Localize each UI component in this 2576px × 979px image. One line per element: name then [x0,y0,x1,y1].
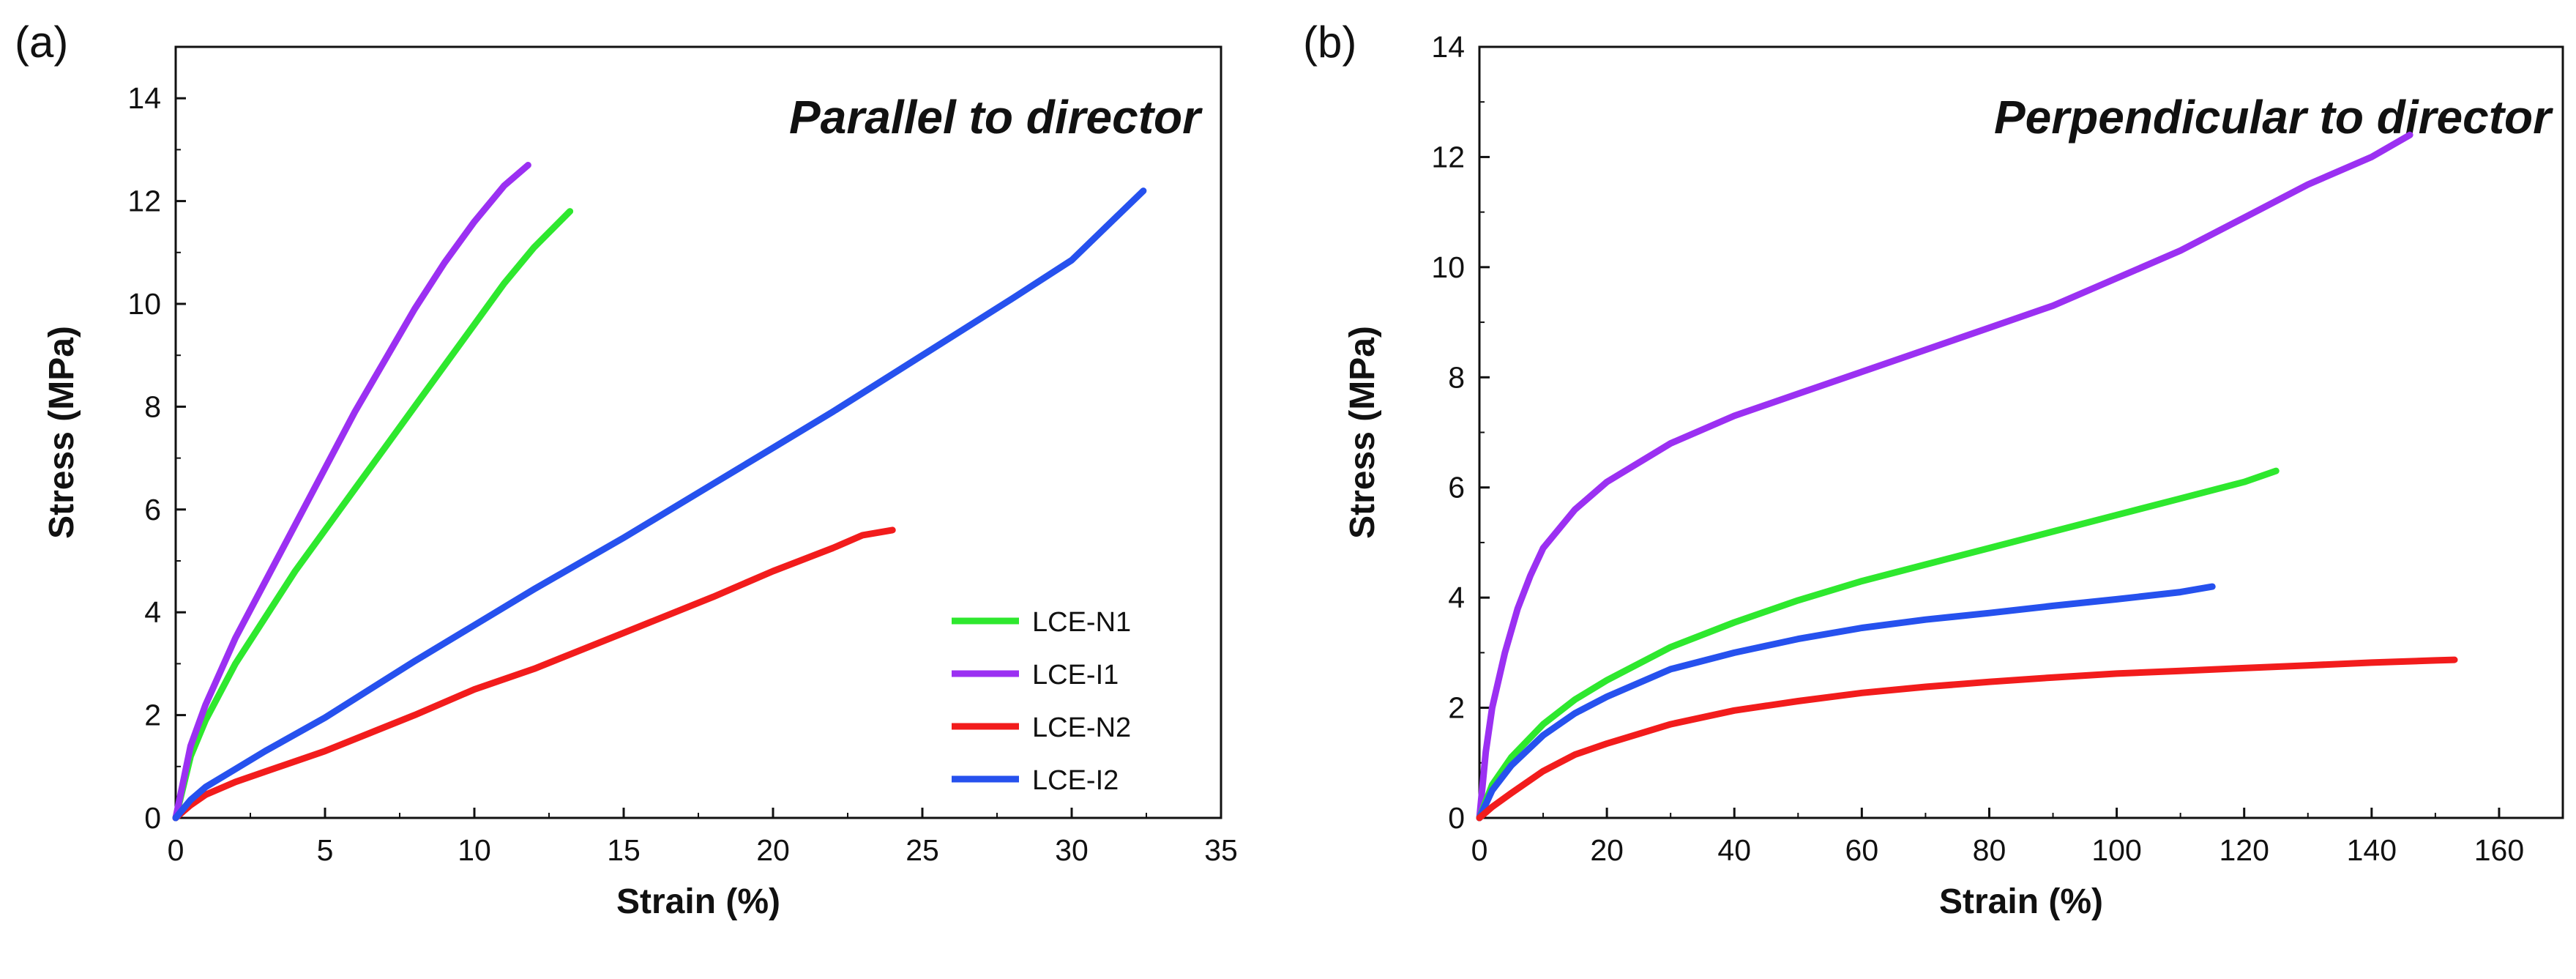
x-axis-title: Strain (%) [1939,882,2103,921]
x-tick-label: 60 [1845,833,1879,867]
y-tick-label: 8 [144,390,161,423]
panel-label: (b) [1303,18,1356,67]
legend-label: LCE-I2 [1032,765,1119,796]
x-tick-label: 35 [1204,833,1238,867]
chart-parallel: (a) Parallel to director 0 5 10 15 20 25 30 35 0 2 4… [15,18,1238,921]
y-tick-label: 14 [1431,30,1465,64]
chart-title: Parallel to director [789,91,1203,144]
series-line-lce-i2 [172,187,1147,822]
x-tick-label: 120 [2219,833,2269,867]
legend-label: LCE-N2 [1032,712,1131,743]
y-tick-label: 0 [144,801,161,835]
x-tick-label: 0 [1471,833,1488,867]
legend-label: LCE-N1 [1032,607,1131,638]
y-tick-label: 12 [1431,140,1465,174]
y-tick-label: 2 [1448,691,1465,725]
plot-frame [1478,45,2564,819]
y-tick-label: 2 [144,699,161,732]
plot-frame [174,45,1222,819]
x-tick-label: 20 [756,833,790,867]
panel-b: (b) Perpendicular to director 0 20 40 60 80 100… [1288,0,2576,979]
y-tick-label: 14 [127,81,161,115]
x-tick-label: 10 [458,833,491,867]
legend-label: LCE-I1 [1032,660,1119,690]
y-tick-label: 12 [127,185,161,218]
x-tick-label: 5 [317,833,334,867]
y-tick-label: 0 [1448,801,1465,835]
y-tick-label: 10 [1431,250,1465,284]
x-axis-title: Strain (%) [616,882,780,921]
series-line-lce-n2 [172,526,896,822]
x-tick-label: 30 [1055,833,1089,867]
panel-a: (a) Parallel to director 0 5 10 15 20 25 30 35 0 2 4… [15,18,1238,921]
series-line-lce-n1 [172,208,574,822]
series-line-lce-i1 [1476,131,2413,822]
y-tick-label: 6 [1448,471,1465,505]
y-tick-label: 8 [1448,360,1465,394]
x-tick-label: 15 [607,833,641,867]
y-tick-label: 4 [144,595,161,629]
y-axis-title: Stress (MPa) [42,326,81,539]
x-tick-label: 100 [2091,833,2141,867]
x-tick-label: 140 [2347,833,2397,867]
y-tick-label: 10 [127,287,161,321]
x-tick-label: 0 [168,833,184,867]
series-line-lce-i2 [1476,583,2216,822]
y-tick-label: 6 [144,493,161,526]
x-tick-label: 160 [2474,833,2524,867]
chart-title: Perpendicular to director [1994,91,2553,144]
series-line-lce-n2 [1476,656,2458,822]
x-tick-label: 40 [1717,833,1751,867]
x-tick-label: 80 [1973,833,2006,867]
series-line-lce-n1 [1476,467,2280,822]
y-tick-label: 4 [1448,581,1465,614]
x-tick-label: 20 [1590,833,1624,867]
panel-label: (a) [15,18,68,67]
y-axis-title: Stress (MPa) [1343,326,1382,539]
x-tick-label: 25 [906,833,939,867]
series-line-lce-i1 [172,162,531,822]
